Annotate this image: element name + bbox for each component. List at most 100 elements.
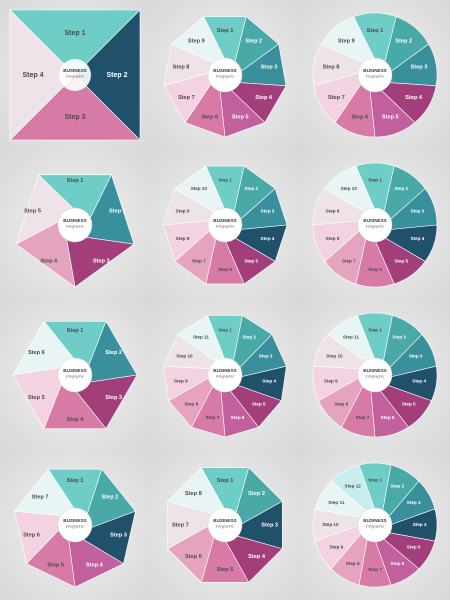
step-label: Step 1 [67, 178, 84, 184]
step-label: Step 2 [248, 491, 265, 497]
step-label: Step 4 [405, 95, 423, 101]
step-label: Step 10 [341, 186, 358, 191]
step-label: Step 6 [28, 350, 45, 356]
segment-4 [9, 9, 76, 141]
diagram-circle-11: Step 1 Step 2 Step 3 Step 4 Step 5 Step 6 Step… [300, 300, 450, 450]
center-subtitle: infographic [366, 75, 385, 79]
step-label: Step 2 [395, 38, 412, 44]
step-label: Step 5 [407, 545, 421, 550]
step-label: Step 5 [252, 401, 266, 406]
step-label: Step 7 [192, 258, 206, 263]
step-label: Step 1 [217, 478, 234, 484]
step-label: Step 1 [67, 328, 84, 334]
center-subtitle: infographic [366, 375, 385, 379]
center-disc [207, 507, 243, 543]
center-disc [57, 507, 93, 543]
step-label: Step 3 [93, 259, 110, 265]
step-label: Step 9 [326, 208, 340, 213]
step-label: Step 2 [105, 350, 122, 356]
step-label: Step 3 [411, 65, 428, 71]
center-subtitle: infographic [66, 225, 85, 229]
step-label: Step 3 [259, 354, 273, 359]
step-label: Step 4 [262, 379, 276, 384]
step-label: Step 10 [176, 354, 193, 359]
step-label: Step 6 [368, 267, 382, 272]
step-label: Step 6 [23, 532, 40, 538]
step-label: Step 6 [351, 114, 368, 120]
step-label: Step 3 [407, 500, 421, 505]
step-label: Step 9 [329, 545, 343, 550]
center-disc [59, 59, 91, 91]
step-label: Step 4 [261, 236, 275, 241]
step-label: Step 7 [178, 95, 195, 101]
step-label: Step 6 [390, 561, 404, 566]
step-label: Step 1 [64, 30, 85, 37]
step-label: Step 7 [342, 258, 356, 263]
center-disc [57, 207, 93, 243]
step-label: Step 5 [24, 209, 41, 215]
center-title: BUSINESS [363, 68, 387, 73]
center-subtitle: infographic [216, 375, 235, 379]
diagram-circle-9: Step 1 Step 2 Step 3 Step 4 Step 5 Step 6 Step… [300, 0, 450, 150]
step-label: Step 8 [326, 236, 340, 241]
step-label: Step 4 [248, 554, 266, 560]
center-subtitle: infographic [366, 225, 385, 229]
step-label: Step 5 [382, 114, 399, 120]
step-label: Step 9 [174, 379, 188, 384]
step-label: Step 10 [326, 354, 343, 359]
diagram-hexagon-6: Step 1 Step 2 Step 3 Step 4 Step 5 Step 6 BUSI… [0, 300, 150, 450]
center-title: BUSINESS [213, 368, 237, 373]
segments [312, 462, 438, 588]
segment-11 [327, 315, 376, 364]
step-label: Step 5 [244, 258, 258, 263]
step-label: Step 1 [367, 28, 384, 34]
step-label: Step 4 [411, 236, 425, 241]
center-subtitle: infographic [216, 75, 235, 79]
diagram-decagon-10: Step 1 Step 2 Step 3 Step 4 Step 5 Step 6 Step… [150, 150, 300, 300]
step-label: Step 7 [206, 415, 220, 420]
center-title: BUSINESS [363, 518, 387, 523]
center-disc [207, 57, 243, 93]
step-label: Step 11 [328, 500, 345, 505]
step-label: Step 6 [201, 114, 218, 120]
segments [15, 174, 135, 288]
center-subtitle: infographic [216, 525, 235, 529]
center-title: BUSINESS [213, 518, 237, 523]
step-label: Step 1 [67, 478, 84, 484]
segments [163, 315, 287, 438]
step-label: Step 8 [176, 236, 190, 241]
center-title: BUSINESS [63, 518, 87, 523]
diagram-pentagon-5: Step 1 Step 2 Step 3 Step 4 Step 5 BUSINESS in… [0, 150, 150, 300]
step-label: Step 9 [324, 379, 338, 384]
step-label: Step 11 [193, 335, 210, 340]
step-label: Step 9 [338, 38, 355, 44]
step-label: Step 2 [106, 72, 127, 79]
segment-12 [330, 464, 376, 514]
step-label: Step 1 [218, 178, 232, 183]
segments [312, 312, 438, 438]
center-disc [357, 207, 393, 243]
step-label: Step 4 [40, 259, 58, 265]
step-label: Step 9 [188, 38, 205, 44]
step-label: Step 6 [381, 415, 395, 420]
step-label: Step 1 [368, 328, 382, 333]
step-label: Step 1 [217, 28, 234, 34]
center-subtitle: infographic [66, 525, 85, 529]
step-label: Step 1 [368, 178, 382, 183]
step-label: Step 3 [64, 114, 85, 121]
step-label: Step 2 [244, 186, 258, 191]
step-label: Step 2 [392, 335, 406, 340]
diagram-octagon-8: Step 1 Step 2 Step 3 Step 4 Step 5 Step 6 Step… [150, 450, 300, 600]
segments [163, 16, 287, 138]
step-label: Step 5 [394, 258, 408, 263]
step-label: Step 2 [242, 335, 256, 340]
segment-10 [324, 165, 376, 214]
center-disc [357, 357, 393, 393]
diagram-heptagon-7: Step 1 Step 2 Step 3 Step 4 Step 5 Step 6 Step… [0, 450, 150, 600]
segments [9, 9, 141, 141]
step-label: Step 3 [409, 354, 423, 359]
step-label: Step 4 [67, 417, 85, 423]
step-label: Step 6 [218, 267, 232, 272]
center-subtitle: infographic [366, 525, 385, 529]
